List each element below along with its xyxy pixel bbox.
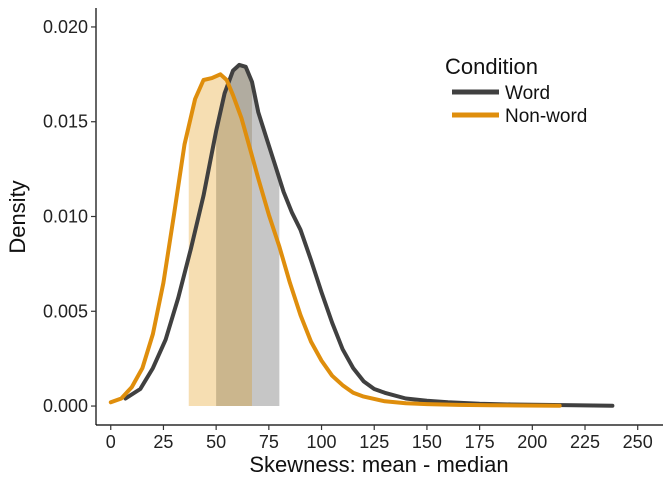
x-tick-label: 50 [206, 432, 226, 452]
axes: 0 25 50 75 100 125 150 175 200 225 250 0.000 0.005 0.… [43, 8, 663, 452]
y-tick-label: 0.010 [43, 207, 88, 227]
x-tick-label: 225 [570, 432, 600, 452]
x-tick-label: 175 [465, 432, 495, 452]
x-tick-label: 75 [259, 432, 279, 452]
density-curves [108, 62, 615, 408]
legend-label-word: Word [505, 83, 550, 104]
x-tick-label: 100 [307, 432, 337, 452]
non-word-interval-band [188, 74, 252, 407]
x-tick-label: 25 [153, 432, 173, 452]
x-tick-label: 200 [517, 432, 547, 452]
legend-title: Condition [445, 54, 538, 79]
x-tick-label: 250 [623, 432, 653, 452]
y-tick-label: 0.000 [43, 396, 88, 416]
y-tick-label: 0.015 [43, 112, 88, 132]
x-axis-title: Skewness: mean - median [249, 452, 508, 477]
y-axis-title: Density [5, 180, 30, 253]
x-tick-label: 125 [359, 432, 389, 452]
legend-label-non-word: Non-word [505, 106, 587, 127]
series-line-non-word [108, 72, 562, 408]
legend: Condition Word Non-word [445, 54, 587, 127]
y-tick-label: 0.005 [43, 301, 88, 321]
x-tick-label: 150 [412, 432, 442, 452]
interval-bands [188, 64, 280, 407]
y-tick-label: 0.020 [43, 17, 88, 37]
series-line-word [123, 62, 615, 408]
word-inner-interval-band [216, 64, 252, 407]
x-tick-label: 0 [106, 432, 116, 452]
